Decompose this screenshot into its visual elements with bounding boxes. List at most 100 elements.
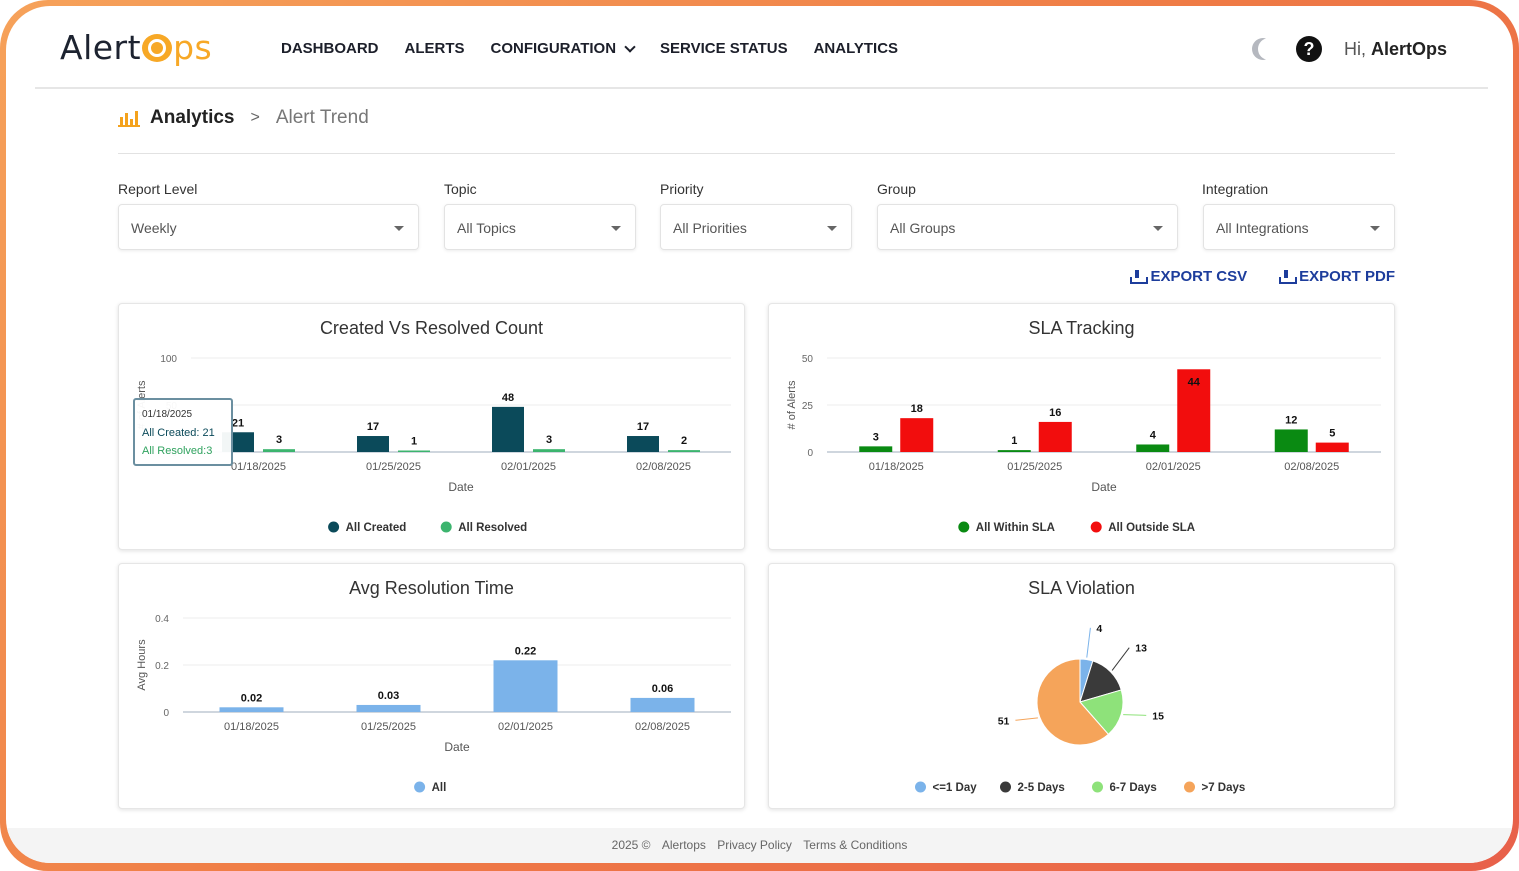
x-tick-label: 01/18/2025 <box>224 721 279 733</box>
legend-label: All Within SLA <box>976 522 1055 534</box>
priority-select[interactable]: All Priorities <box>660 204 852 250</box>
analytics-chart-icon <box>118 109 140 127</box>
y-tick-label: 0.2 <box>155 661 169 672</box>
bar <box>219 707 284 712</box>
header-divider <box>35 87 1488 89</box>
sla-violation-chart: 4 13 15 51 <=1 Day 2-5 Days 6-7 Days >7 Days <box>915 623 1246 794</box>
export-actions: EXPORT CSV EXPORT PDF <box>1130 268 1395 285</box>
pie-data-label: 51 <box>998 715 1010 727</box>
bar <box>668 450 700 452</box>
pie-data-label: 15 <box>1152 710 1164 722</box>
x-tick-label: 01/25/2025 <box>1007 461 1062 473</box>
nav-alerts[interactable]: ALERTS <box>404 40 465 57</box>
nav-dashboard[interactable]: DASHBOARD <box>281 40 379 57</box>
priority-label: Priority <box>660 181 704 197</box>
breadcrumb-alert-trend: Alert Trend <box>275 107 369 128</box>
footer-privacy-link[interactable]: Privacy Policy <box>717 838 792 852</box>
data-label: 48 <box>502 392 514 404</box>
x-tick-label: 01/25/2025 <box>366 461 421 473</box>
bar <box>1274 429 1308 452</box>
report-level-select[interactable]: Weekly <box>118 204 419 250</box>
bar <box>627 436 659 452</box>
chart-title: SLA Violation <box>1028 578 1135 598</box>
data-label: 5 <box>1329 428 1335 440</box>
group-select[interactable]: All Groups <box>877 204 1178 250</box>
footer-terms-link[interactable]: Terms & Conditions <box>803 838 908 852</box>
export-pdf-label: EXPORT PDF <box>1299 268 1395 285</box>
dark-mode-moon-icon[interactable] <box>1258 38 1280 60</box>
tooltip-date: 01/18/2025 <box>142 409 193 420</box>
integration-select[interactable]: All Integrations <box>1203 204 1395 250</box>
created-vs-resolved-card: Created Vs Resolved Count 050100# of Ale… <box>118 303 745 550</box>
data-label: 12 <box>1285 414 1297 426</box>
legend-label: <=1 Day <box>933 782 978 794</box>
legend-label: All Resolved <box>458 522 527 534</box>
chevron-down-icon <box>624 40 636 53</box>
dropdown-arrow-icon <box>1370 226 1380 231</box>
chart-tooltip: 01/18/2025 All Created: 21 All Resolved:… <box>133 398 233 466</box>
y-tick-label: 0 <box>163 708 169 719</box>
y-tick-label: 50 <box>802 354 814 365</box>
pie-data-label: 13 <box>1135 643 1147 655</box>
export-csv-button[interactable]: EXPORT CSV <box>1130 268 1247 285</box>
logo-text: Alert <box>60 28 142 67</box>
breadcrumb-analytics[interactable]: Analytics <box>150 107 235 128</box>
dropdown-arrow-icon <box>394 226 404 231</box>
dropdown-arrow-icon <box>1153 226 1163 231</box>
pie-slice <box>1036 658 1110 746</box>
help-icon[interactable]: ? <box>1295 36 1322 62</box>
legend-marker <box>1090 521 1102 533</box>
x-tick-label: 02/08/2025 <box>636 461 691 473</box>
data-label: 2 <box>681 435 687 447</box>
x-axis-label: Date <box>448 480 474 494</box>
bar <box>859 446 893 452</box>
data-label: 18 <box>911 403 923 415</box>
legend-label: >7 Days <box>1202 782 1246 794</box>
x-tick-label: 01/18/2025 <box>231 461 286 473</box>
data-label: 1 <box>411 436 417 448</box>
export-csv-label: EXPORT CSV <box>1150 268 1248 285</box>
bar <box>493 660 558 712</box>
footer-company[interactable]: Alertops <box>661 838 706 852</box>
y-tick-label: 0.4 <box>155 614 169 625</box>
bar <box>1315 442 1349 452</box>
sla-tracking-card: SLA Tracking 0 25 50 # of Alerts 01/18/2025 3… <box>768 303 1395 550</box>
nav-configuration[interactable]: CONFIGURATION <box>490 40 636 57</box>
pie-leader-line <box>1086 627 1091 658</box>
priority-value: All Priorities <box>673 220 747 236</box>
data-label: 16 <box>1049 407 1061 419</box>
y-tick-label: 25 <box>802 401 814 412</box>
chart-title: Created Vs Resolved Count <box>319 318 544 338</box>
logo-suffix: ps <box>173 28 213 67</box>
data-label: 0.02 <box>241 692 262 704</box>
bar <box>533 449 565 452</box>
topic-select[interactable]: All Topics <box>444 204 636 250</box>
x-tick-label: 02/01/2025 <box>498 721 553 733</box>
alertops-logo[interactable]: Alert ps <box>60 28 212 67</box>
export-pdf-button[interactable]: EXPORT PDF <box>1279 268 1395 285</box>
footer-copyright: 2025 © <box>611 838 651 852</box>
nav-analytics[interactable]: ANALYTICS <box>813 40 899 57</box>
data-label: 21 <box>232 417 244 429</box>
group-label: Group <box>877 181 916 197</box>
report-level-value: Weekly <box>131 220 177 236</box>
nav-service-status[interactable]: SERVICE STATUS <box>660 40 788 57</box>
sla-tracking-chart: 0 25 50 # of Alerts 01/18/2025 3 18 01/25/2025 1… <box>786 354 1381 534</box>
nav-configuration-label: CONFIGURATION <box>490 40 617 57</box>
avg-resolution-card: Avg Resolution Time 0 0.2 0.4 Avg Hours 01/1… <box>118 563 745 809</box>
legend-label: 6-7 Days <box>1110 782 1157 794</box>
user-greeting[interactable]: Hi, AlertOps <box>1344 39 1447 60</box>
legend-marker <box>915 781 926 793</box>
data-label: 3 <box>276 434 282 446</box>
bar <box>357 436 389 452</box>
pie-leader-line <box>1015 717 1038 721</box>
data-label: 44 <box>1188 376 1201 388</box>
data-label: 1 <box>1011 435 1017 447</box>
pie-leader-line <box>1123 714 1147 716</box>
sla-violation-card: SLA Violation 4 13 15 51 <=1 Day 2-5 Days 6-7 … <box>768 563 1395 809</box>
x-tick-label: 01/18/2025 <box>869 461 924 473</box>
integration-label: Integration <box>1202 181 1269 197</box>
x-tick-label: 02/01/2025 <box>501 461 556 473</box>
dropdown-arrow-icon <box>827 226 837 231</box>
